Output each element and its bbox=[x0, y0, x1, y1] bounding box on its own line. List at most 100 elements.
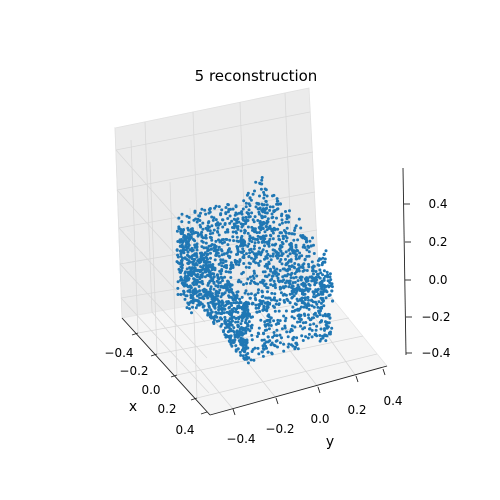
x-tick-label: 0.2 bbox=[157, 402, 176, 416]
data-point bbox=[321, 256, 325, 260]
grid-line bbox=[119, 263, 208, 359]
data-point bbox=[217, 319, 221, 323]
data-point bbox=[275, 274, 279, 278]
data-point bbox=[230, 308, 234, 312]
data-point bbox=[280, 327, 284, 331]
data-point bbox=[201, 288, 205, 292]
data-point bbox=[246, 361, 250, 365]
data-point bbox=[176, 293, 180, 296]
data-point bbox=[200, 252, 204, 256]
data-point bbox=[236, 335, 240, 339]
data-point bbox=[190, 311, 193, 315]
data-point bbox=[244, 215, 248, 219]
data-point bbox=[220, 264, 224, 268]
data-point bbox=[277, 234, 281, 238]
data-point bbox=[290, 249, 294, 252]
data-point bbox=[236, 290, 240, 294]
data-point bbox=[307, 282, 311, 286]
data-point bbox=[241, 255, 245, 259]
data-point bbox=[223, 240, 226, 244]
data-point bbox=[182, 289, 186, 293]
data-point bbox=[252, 259, 256, 263]
z-axis-line bbox=[402, 167, 407, 356]
grid-lines bbox=[115, 92, 378, 410]
data-point bbox=[329, 330, 332, 334]
data-point bbox=[236, 252, 240, 256]
data-point bbox=[262, 193, 266, 197]
data-point bbox=[254, 303, 258, 307]
data-point bbox=[323, 257, 327, 261]
x-axis-label: x bbox=[129, 399, 137, 415]
data-point bbox=[267, 244, 271, 248]
data-point bbox=[207, 274, 211, 278]
data-point bbox=[222, 238, 225, 241]
data-point bbox=[246, 219, 250, 222]
data-point bbox=[306, 302, 310, 306]
data-point bbox=[297, 256, 301, 260]
grid-line bbox=[239, 101, 248, 296]
data-point bbox=[274, 322, 278, 326]
data-point bbox=[203, 293, 207, 297]
data-point bbox=[268, 301, 272, 305]
data-point bbox=[220, 317, 224, 321]
data-point bbox=[214, 289, 218, 293]
data-point bbox=[307, 307, 311, 311]
data-point bbox=[262, 306, 266, 310]
data-point bbox=[316, 263, 320, 267]
data-point bbox=[270, 229, 274, 233]
data-point bbox=[219, 261, 223, 264]
data-point bbox=[197, 260, 201, 264]
data-point bbox=[240, 212, 244, 216]
data-point bbox=[206, 296, 210, 300]
data-point bbox=[225, 300, 229, 304]
data-point bbox=[268, 320, 272, 324]
data-point bbox=[212, 275, 216, 279]
data-point bbox=[218, 240, 222, 244]
data-point bbox=[213, 268, 217, 272]
data-point bbox=[248, 196, 252, 200]
data-point bbox=[208, 260, 212, 264]
data-point bbox=[246, 352, 250, 355]
data-point bbox=[263, 284, 267, 287]
data-point bbox=[202, 259, 206, 263]
data-point bbox=[186, 278, 190, 282]
data-point bbox=[278, 244, 282, 248]
data-point bbox=[195, 255, 199, 259]
data-point bbox=[239, 240, 243, 244]
data-point bbox=[214, 218, 218, 222]
data-point bbox=[258, 259, 262, 263]
data-point bbox=[250, 302, 254, 306]
data-point bbox=[284, 309, 288, 313]
z-tick-labels: 0.4 0.2 0.0 −0.2 −0.4 bbox=[421, 197, 450, 360]
data-point bbox=[199, 280, 202, 284]
data-point bbox=[214, 253, 218, 257]
data-point bbox=[287, 285, 291, 289]
data-point bbox=[328, 293, 332, 297]
data-point bbox=[246, 225, 250, 229]
data-point bbox=[226, 210, 230, 214]
data-point bbox=[331, 299, 334, 303]
data-point bbox=[258, 181, 262, 185]
data-point bbox=[271, 205, 275, 209]
data-point bbox=[308, 323, 312, 327]
data-point bbox=[191, 261, 195, 264]
data-point bbox=[249, 198, 253, 202]
data-point bbox=[236, 225, 240, 228]
data-point bbox=[238, 315, 241, 319]
data-point bbox=[237, 324, 240, 328]
data-point bbox=[197, 233, 200, 237]
data-point bbox=[240, 333, 244, 337]
grid-line bbox=[151, 311, 234, 410]
data-point bbox=[265, 225, 268, 228]
data-point bbox=[201, 272, 205, 275]
data-point bbox=[252, 358, 256, 362]
data-point bbox=[200, 296, 204, 300]
data-point bbox=[222, 330, 225, 334]
data-point bbox=[188, 307, 191, 311]
data-point bbox=[312, 278, 316, 282]
data-point bbox=[324, 296, 328, 300]
data-point bbox=[223, 222, 227, 225]
data-point bbox=[308, 239, 312, 243]
data-point bbox=[230, 219, 234, 223]
data-point bbox=[232, 226, 236, 230]
